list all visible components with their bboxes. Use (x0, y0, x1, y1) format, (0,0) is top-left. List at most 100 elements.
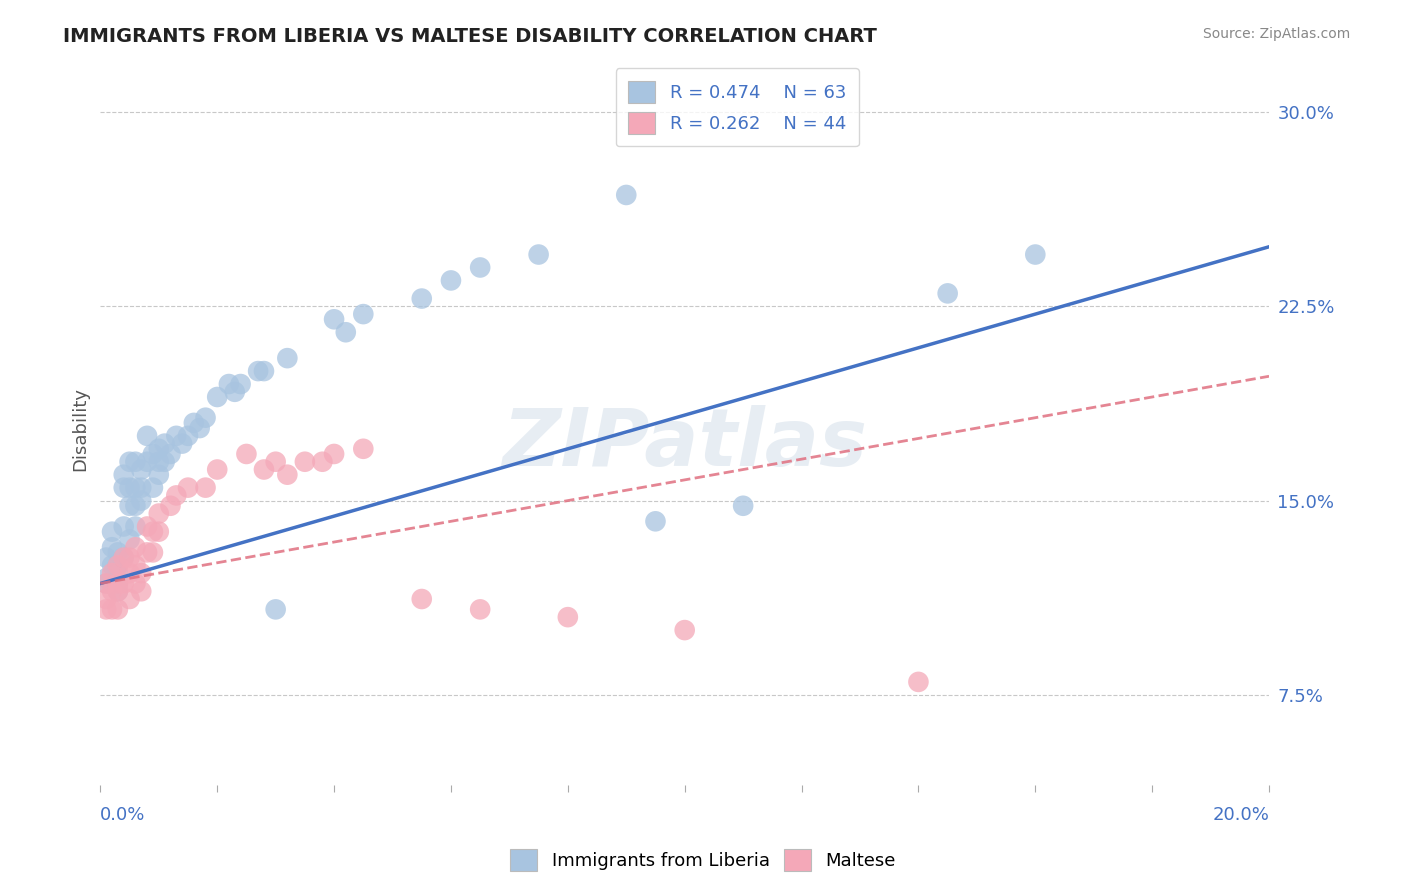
Point (107, 576, 129, 591)
Point (101, 558, 124, 573)
Point (294, 455, 316, 469)
Point (112, 481, 135, 495)
Point (411, 292, 433, 306)
Point (159, 447, 181, 461)
Point (136, 455, 159, 469)
Point (205, 462, 228, 476)
Point (352, 307, 374, 321)
Point (107, 584, 129, 599)
Text: IMMIGRANTS FROM LIBERIA VS MALTESE DISABILITY CORRELATION CHART: IMMIGRANTS FROM LIBERIA VS MALTESE DISAB… (63, 27, 877, 45)
Point (136, 429, 159, 443)
Point (218, 377, 240, 392)
Point (323, 447, 346, 461)
Point (107, 566, 129, 581)
Point (644, 514, 666, 528)
Text: 0.0%: 0.0% (100, 806, 146, 824)
Point (276, 351, 298, 365)
Point (153, 455, 176, 469)
Point (276, 467, 298, 482)
Point (124, 540, 146, 554)
Point (118, 481, 141, 495)
Legend: Immigrants from Liberia, Maltese: Immigrants from Liberia, Maltese (503, 842, 903, 879)
Point (129, 481, 152, 495)
Point (440, 273, 463, 287)
Point (188, 421, 211, 435)
Point (165, 488, 187, 502)
Point (247, 364, 270, 378)
Point (148, 467, 170, 482)
Point (118, 592, 141, 607)
Point (136, 545, 159, 559)
Point (107, 584, 129, 599)
Point (148, 507, 170, 521)
Point (470, 602, 492, 616)
Point (107, 602, 129, 616)
Point (107, 576, 129, 591)
Point (172, 436, 194, 450)
Text: 20.0%: 20.0% (1212, 806, 1270, 824)
Point (153, 436, 176, 450)
Point (118, 566, 141, 581)
Point (118, 499, 141, 513)
Point (142, 545, 165, 559)
Point (129, 493, 152, 508)
Point (124, 576, 146, 591)
Point (112, 550, 135, 565)
Point (124, 455, 146, 469)
Point (124, 519, 146, 533)
Text: ZIPatlas: ZIPatlas (502, 405, 868, 483)
Point (253, 364, 276, 378)
Point (96, 602, 118, 616)
Point (253, 462, 276, 476)
Point (136, 519, 159, 533)
Point (124, 499, 146, 513)
Point (323, 312, 346, 326)
Point (101, 524, 124, 539)
Point (129, 584, 152, 599)
Point (101, 584, 124, 599)
Point (470, 260, 492, 275)
Point (124, 558, 146, 573)
Point (118, 550, 141, 565)
Point (96, 550, 118, 565)
Point (1024, 247, 1046, 261)
Point (177, 429, 200, 443)
Point (142, 447, 165, 461)
Point (557, 610, 579, 624)
Point (194, 481, 217, 495)
Point (165, 429, 187, 443)
Y-axis label: Disability: Disability (72, 387, 89, 471)
Point (183, 416, 205, 430)
Point (107, 558, 129, 573)
Point (129, 462, 152, 476)
Point (96, 576, 118, 591)
Point (129, 566, 152, 581)
Point (411, 592, 433, 607)
Point (229, 377, 252, 392)
Point (101, 576, 124, 591)
Point (177, 481, 200, 495)
Point (101, 566, 124, 581)
Text: Source: ZipAtlas.com: Source: ZipAtlas.com (1202, 27, 1350, 41)
Point (159, 499, 181, 513)
Point (907, 674, 929, 689)
Point (96, 576, 118, 591)
Legend: R = 0.474    N = 63, R = 0.262    N = 44: R = 0.474 N = 63, R = 0.262 N = 44 (616, 68, 859, 146)
Point (107, 558, 129, 573)
Point (96, 592, 118, 607)
Point (264, 455, 287, 469)
Point (527, 247, 550, 261)
Point (107, 545, 129, 559)
Point (673, 623, 696, 637)
Point (352, 442, 374, 456)
Point (142, 481, 165, 495)
Point (148, 455, 170, 469)
Point (112, 576, 135, 591)
Point (311, 455, 333, 469)
Point (205, 390, 228, 404)
Point (733, 499, 755, 513)
Point (101, 602, 124, 616)
Point (142, 524, 165, 539)
Point (148, 524, 170, 539)
Point (118, 455, 141, 469)
